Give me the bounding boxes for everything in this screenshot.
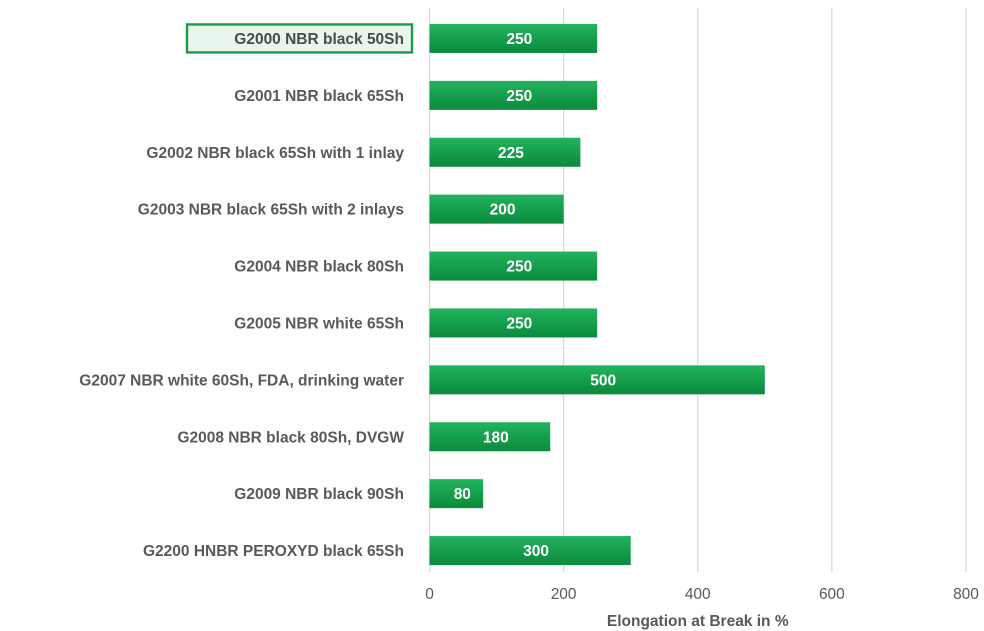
selected-category-highlight (185, 23, 414, 54)
category-labels: G2000 NBR black 50Sh G2001 NBR black 65Sh… (79, 23, 414, 560)
bar (429, 251, 598, 281)
category-label: G2009 NBR black 90Sh (234, 486, 404, 503)
bar-value-label: 80 (454, 486, 471, 503)
x-tick-label: 200 (551, 586, 577, 603)
bar (429, 194, 564, 224)
bar (429, 479, 484, 509)
category-label: G2005 NBR white 65Sh (234, 315, 404, 332)
category-label: G2000 NBR black 50Sh (234, 31, 404, 48)
bar (429, 536, 631, 566)
category-label: G2200 HNBR PEROXYD black 65Sh (143, 543, 404, 560)
x-axis-ticks: 0 200 400 600 800 (425, 586, 979, 603)
bar-value-label: 300 (523, 543, 549, 560)
x-axis-title: Elongation at Break in % (607, 613, 789, 630)
category-label: G2001 NBR black 65Sh (234, 88, 404, 105)
bar (429, 137, 581, 167)
bar (429, 365, 765, 395)
bar (429, 23, 598, 53)
bar-value-label: 250 (506, 88, 532, 105)
x-tick-label: 600 (819, 586, 845, 603)
category-label: G2008 NBR black 80Sh, DVGW (177, 429, 404, 446)
bar-value-label: 250 (506, 259, 532, 276)
bar-value-label: 500 (590, 372, 616, 389)
bar-value-label: 250 (506, 31, 532, 48)
category-label: G2002 NBR black 65Sh with 1 inlay (146, 145, 404, 162)
bar-value-label: 180 (483, 429, 509, 446)
bar (429, 80, 598, 110)
x-tick-label: 800 (953, 586, 979, 603)
category-label: G2003 NBR black 65Sh with 2 inlays (138, 202, 404, 219)
bar-value-label: 250 (506, 315, 532, 332)
bars: 250 250 225 200 250 250 500 180 80 300 (429, 23, 765, 566)
bar-value-label: 200 (490, 202, 516, 219)
bar (429, 422, 551, 452)
x-tick-label: 0 (425, 586, 434, 603)
category-label: G2007 NBR white 60Sh, FDA, drinking wate… (79, 372, 404, 389)
category-label: G2004 NBR black 80Sh (234, 259, 404, 276)
x-tick-label: 400 (685, 586, 711, 603)
bar-value-label: 225 (498, 145, 524, 162)
bar (429, 308, 598, 338)
